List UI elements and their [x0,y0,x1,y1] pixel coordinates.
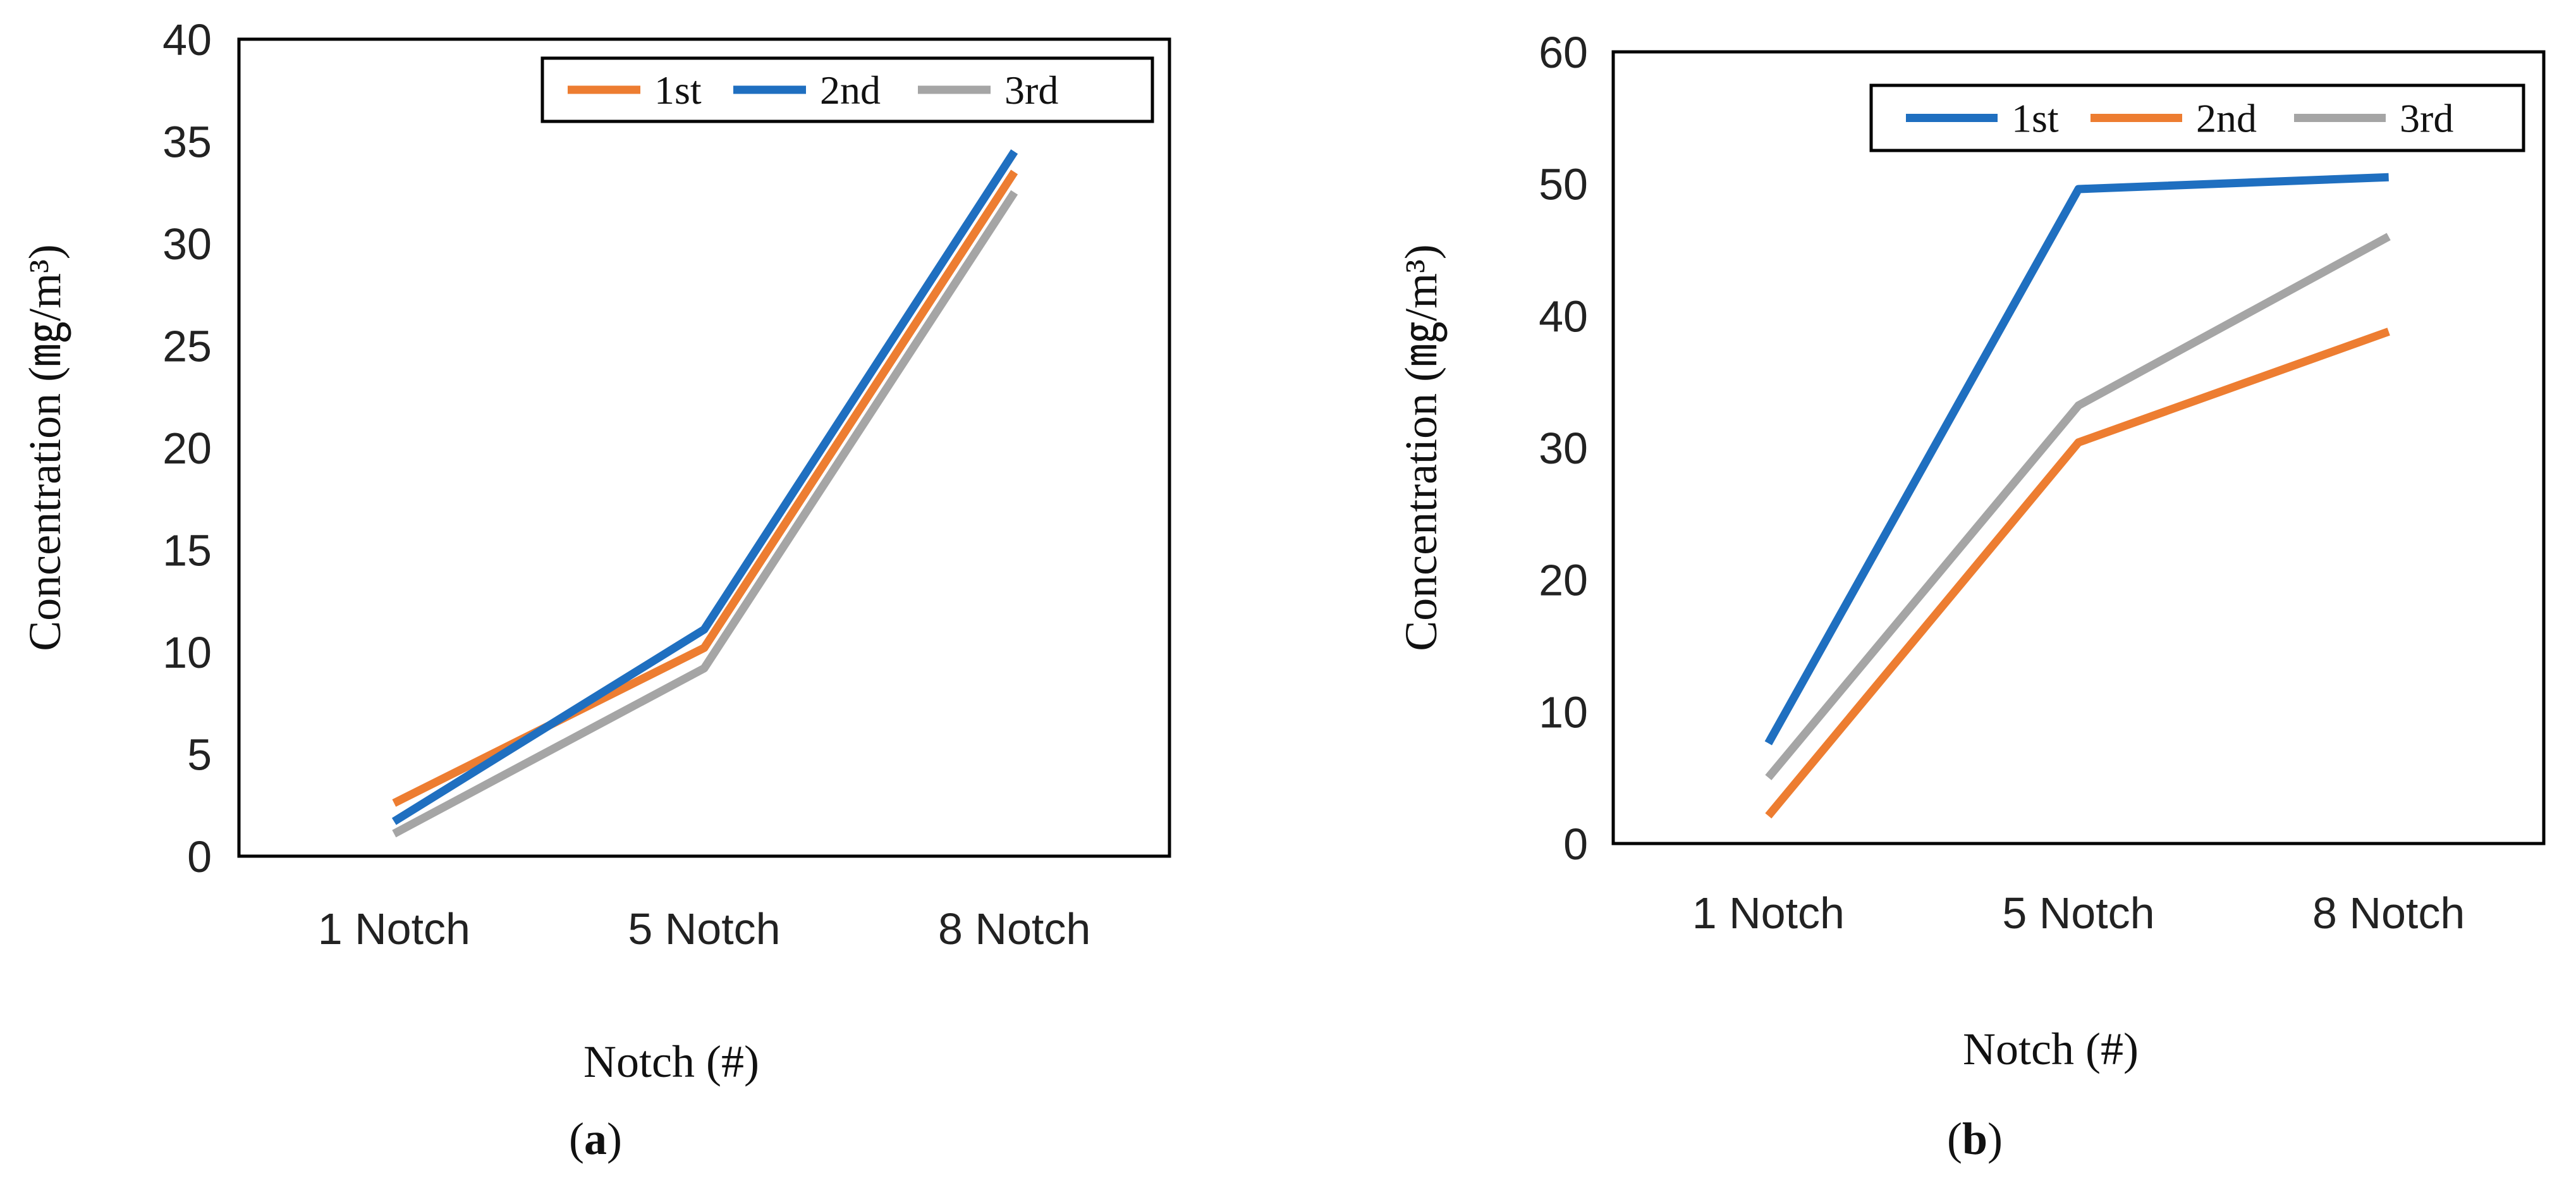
legend: 1st 2nd 3rd [1869,83,2525,152]
y-tick-label: 20 [1539,556,1588,605]
y-tick-label: 25 [162,322,212,371]
legend-label-2nd: 2nd [820,68,881,113]
panel-caption: (a) [569,1114,622,1164]
series-line-3rd [392,190,1018,838]
x-tick-label: 1 Notch [1692,888,1845,938]
y-tick-label: 15 [162,526,212,575]
plot-area-frame [1611,50,2546,845]
y-tick-label: 30 [1539,424,1588,473]
series-line-1st [1764,173,2389,746]
y-tick-label: 0 [1563,819,1588,869]
x-axis-title: Notch (#) [583,1036,759,1087]
y-tick-label: 30 [162,219,212,269]
y-tick-label: 10 [162,628,212,677]
y-tick-label: 35 [162,118,212,167]
series-line-3rd [1765,233,2391,780]
panel-caption-letter: b [1962,1114,1987,1164]
y-tick-label: 0 [187,832,212,881]
series-line-1st [392,169,1018,807]
legend-label-2nd: 2nd [2196,96,2257,141]
legend-label-1st: 1st [654,68,702,113]
chart-panel-b: 0 10 20 30 40 50 60 1 Notch 5 Notch 8 Notch 1st 2… [1396,28,2546,1164]
y-tick-label: 40 [1539,292,1588,341]
y-tick-label: 10 [1539,687,1588,737]
x-tick-labels: 1 Notch 5 Notch 8 Notch [1692,888,2465,938]
y-tick-label: 5 [187,730,212,780]
panel-caption-letter: a [584,1114,607,1164]
x-tick-label: 5 Notch [628,904,780,954]
x-tick-label: 1 Notch [318,904,470,954]
y-axis-title: Concentration (㎎/m³) [1396,244,1448,651]
y-tick-label: 60 [1539,28,1588,77]
series-line-2nd [1765,328,2390,819]
legend-label-3rd: 3rd [2400,96,2453,141]
x-tick-label: 8 Notch [2312,888,2465,938]
x-tick-label: 5 Notch [2002,888,2154,938]
x-tick-label: 8 Notch [938,904,1090,954]
panel-caption: (b) [1947,1114,2003,1164]
legend-label-1st: 1st [2011,96,2059,141]
chart-panel-a: 0 5 10 15 20 25 30 35 40 1 Notch 5 Notch 8 Notch 1… [20,15,1171,1164]
y-tick-labels: 0 10 20 30 40 50 60 [1539,28,1588,869]
legend-frame [540,56,1154,123]
y-tick-labels: 0 5 10 15 20 25 30 35 40 [162,15,212,881]
legend: 1st 2nd 3rd [540,56,1154,123]
series-lines [391,149,1018,838]
plot-area-frame [237,37,1171,858]
legend-label-3rd: 3rd [1004,68,1058,113]
series-lines [1764,173,2391,819]
y-tick-label: 40 [162,15,212,64]
y-tick-label: 50 [1539,160,1588,209]
y-tick-label: 20 [162,424,212,473]
series-line-2nd [391,149,1018,825]
y-axis-title: Concentration (㎎/m³) [20,244,72,651]
x-tick-labels: 1 Notch 5 Notch 8 Notch [318,904,1091,954]
x-axis-title: Notch (#) [1963,1024,2139,1074]
